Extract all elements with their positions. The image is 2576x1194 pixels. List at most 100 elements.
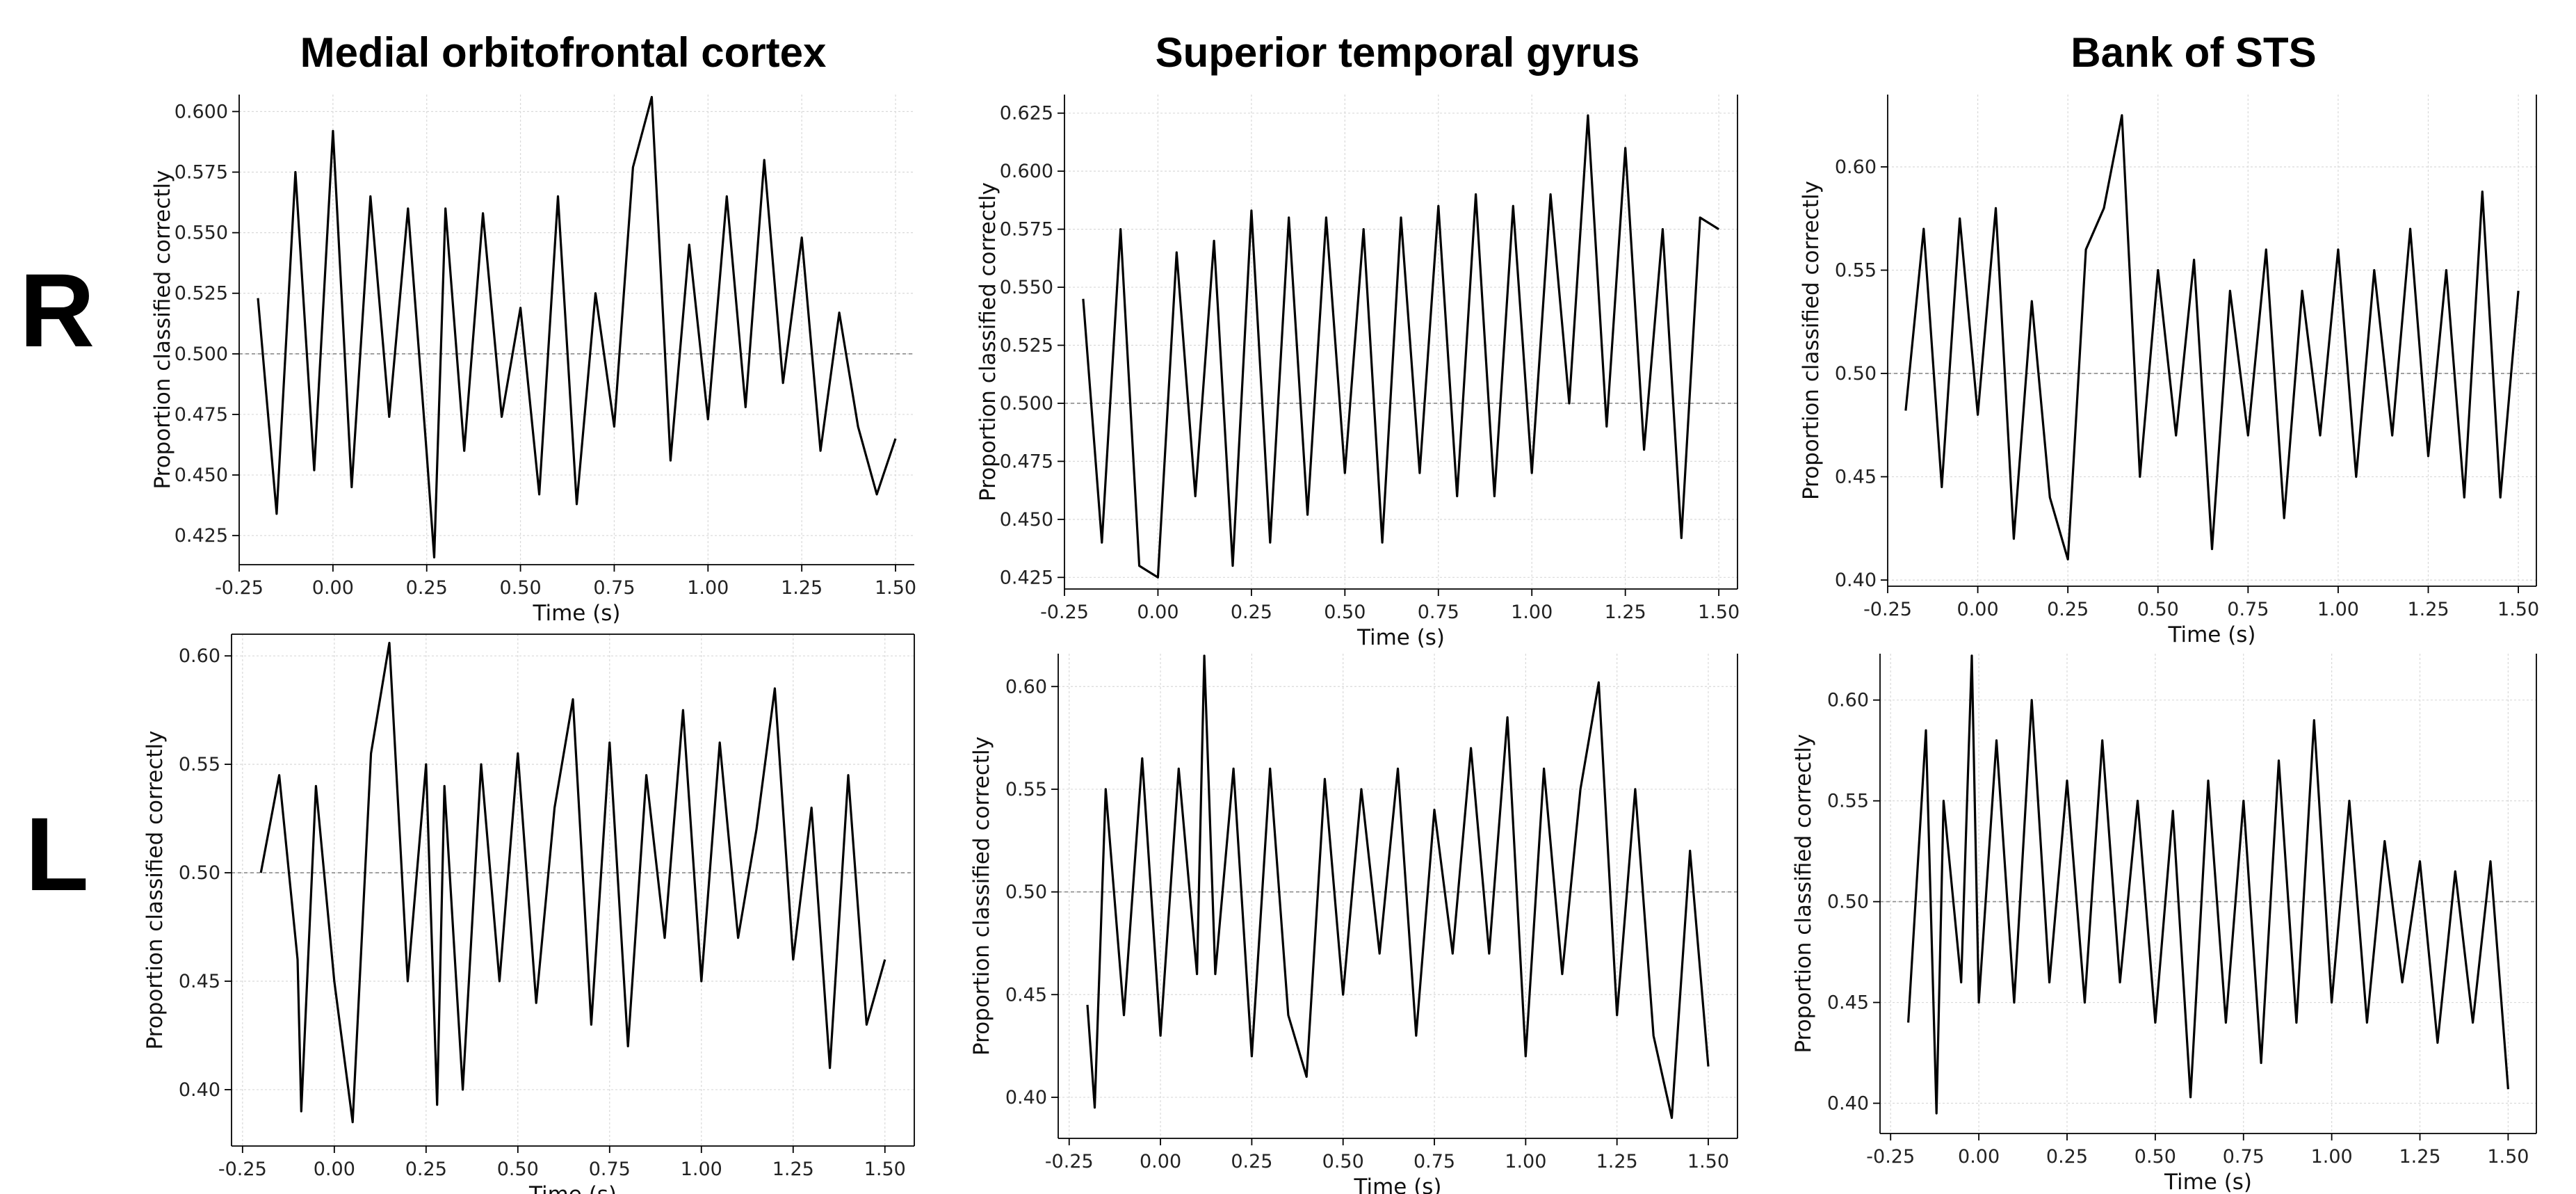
y-tick-label: 0.50 bbox=[1835, 363, 1877, 385]
x-tick-label: 0.00 bbox=[1137, 602, 1178, 623]
x-tick-label: 1.25 bbox=[2407, 599, 2449, 620]
y-axis-label: Proportion classified correctly bbox=[969, 736, 994, 1056]
accuracy-line bbox=[1904, 114, 2520, 561]
x-tick-label: 1.50 bbox=[864, 1159, 906, 1180]
accuracy-line bbox=[1907, 654, 2509, 1115]
x-tick-label: 0.75 bbox=[593, 577, 635, 599]
x-tick-label: 0.50 bbox=[500, 577, 542, 599]
y-tick-label: 0.50 bbox=[1005, 882, 1047, 903]
column-title-2: Superior temporal gyrus bbox=[1156, 29, 1640, 76]
y-tick-label: 0.450 bbox=[1000, 509, 1053, 531]
y-tick-label: 0.525 bbox=[1000, 335, 1053, 357]
x-tick-label: 1.50 bbox=[2487, 1146, 2529, 1168]
accuracy-line bbox=[1086, 654, 1710, 1120]
x-tick-label: 0.00 bbox=[1140, 1151, 1181, 1172]
x-tick-label: 0.75 bbox=[1413, 1151, 1455, 1172]
x-tick-label: -0.25 bbox=[1040, 602, 1089, 623]
x-axis-label: Time (s) bbox=[2167, 622, 2255, 647]
y-tick-label: 0.625 bbox=[1000, 103, 1053, 124]
x-tick-label: 0.50 bbox=[1322, 1151, 1364, 1172]
x-tick-label: 0.75 bbox=[1418, 602, 1459, 623]
x-axis-label: Time (s) bbox=[532, 601, 620, 626]
y-tick-label: 0.550 bbox=[175, 223, 228, 244]
y-tick-label: 0.575 bbox=[1000, 219, 1053, 241]
y-tick-label: 0.45 bbox=[1005, 984, 1047, 1006]
chart-panel-2: -0.25 0.00 0.25 0.50 0.75 1.00 1.25 1.50 0.425 0.… bbox=[975, 95, 1740, 650]
x-axis-label: Time (s) bbox=[1353, 1175, 1441, 1194]
x-tick-label: 1.50 bbox=[1698, 602, 1740, 623]
x-tick-label: 1.00 bbox=[1511, 602, 1553, 623]
y-tick-label: 0.40 bbox=[179, 1079, 220, 1101]
x-tick-label: 1.25 bbox=[772, 1159, 814, 1180]
x-tick-label: 0.50 bbox=[2134, 1146, 2176, 1168]
x-tick-label: -0.25 bbox=[1863, 599, 1912, 620]
y-axis-label: Proportion classified correctly bbox=[1791, 734, 1816, 1053]
accuracy-line bbox=[257, 95, 897, 559]
x-tick-label: 1.50 bbox=[1687, 1151, 1729, 1172]
x-tick-label: 0.25 bbox=[405, 1159, 447, 1180]
x-tick-label: 1.00 bbox=[2311, 1146, 2353, 1168]
y-tick-label: 0.60 bbox=[1835, 156, 1877, 178]
y-tick-label: 0.60 bbox=[1005, 676, 1047, 697]
x-tick-label: 1.00 bbox=[681, 1159, 722, 1180]
column-title-3: Bank of STS bbox=[2071, 29, 2316, 76]
y-tick-label: 0.55 bbox=[1005, 779, 1047, 800]
y-tick-label: 0.40 bbox=[1005, 1087, 1047, 1108]
y-tick-label: 0.45 bbox=[1827, 992, 1869, 1014]
x-tick-label: 1.50 bbox=[875, 577, 916, 599]
y-tick-label: 0.550 bbox=[1000, 277, 1053, 298]
x-tick-label: 0.00 bbox=[1958, 1146, 2000, 1168]
y-tick-label: 0.55 bbox=[179, 754, 220, 775]
x-tick-label: 0.25 bbox=[406, 577, 448, 599]
y-tick-label: 0.40 bbox=[1827, 1093, 1869, 1115]
y-tick-label: 0.600 bbox=[175, 101, 228, 122]
y-tick-label: 0.425 bbox=[175, 525, 228, 547]
x-tick-label: 0.75 bbox=[2227, 599, 2269, 620]
x-tick-label: -0.25 bbox=[218, 1159, 267, 1180]
x-tick-label: 0.00 bbox=[1957, 599, 1999, 620]
x-tick-label: 1.00 bbox=[1505, 1151, 1546, 1172]
chart-panel-3: -0.25 0.00 0.25 0.50 0.75 1.00 1.25 1.50 0.40 0.4… bbox=[1799, 95, 2539, 647]
y-tick-label: 0.60 bbox=[179, 645, 220, 667]
x-tick-label: 1.50 bbox=[2497, 599, 2539, 620]
x-tick-label: 0.25 bbox=[2046, 1146, 2088, 1168]
x-tick-label: 0.25 bbox=[2047, 599, 2089, 620]
row-label-right: R bbox=[19, 252, 95, 369]
x-tick-label: 0.50 bbox=[2137, 599, 2179, 620]
y-tick-label: 0.475 bbox=[1000, 451, 1053, 472]
x-tick-label: 0.75 bbox=[2223, 1146, 2265, 1168]
x-tick-label: 1.25 bbox=[781, 577, 823, 599]
x-tick-label: 0.00 bbox=[312, 577, 354, 599]
x-tick-label: -0.25 bbox=[1045, 1151, 1094, 1172]
y-tick-label: 0.500 bbox=[1000, 393, 1053, 414]
y-tick-label: 0.450 bbox=[175, 465, 228, 486]
y-tick-label: 0.525 bbox=[175, 283, 228, 305]
x-tick-label: 1.00 bbox=[687, 577, 729, 599]
y-tick-label: 0.45 bbox=[1835, 467, 1877, 488]
accuracy-line bbox=[259, 641, 886, 1124]
x-tick-label: -0.25 bbox=[1866, 1146, 1915, 1168]
x-tick-label: 0.50 bbox=[497, 1159, 539, 1180]
row-label-left: L bbox=[25, 796, 89, 912]
y-tick-label: 0.55 bbox=[1835, 260, 1877, 282]
chart-panel-1: -0.25 0.00 0.25 0.50 0.75 1.00 1.25 1.50 0.425 0.… bbox=[150, 95, 916, 626]
y-axis-label: Proportion classified correctly bbox=[143, 730, 168, 1049]
x-tick-label: 1.25 bbox=[1605, 602, 1646, 623]
x-axis-label: Time (s) bbox=[528, 1182, 617, 1194]
x-tick-label: 0.25 bbox=[1231, 602, 1272, 623]
x-tick-label: 1.00 bbox=[2317, 599, 2359, 620]
y-tick-label: 0.50 bbox=[179, 862, 220, 884]
x-tick-label: 1.25 bbox=[1596, 1151, 1638, 1172]
y-axis-label: Proportion classified correctly bbox=[975, 182, 1001, 501]
x-axis-label: Time (s) bbox=[1356, 625, 1445, 650]
x-tick-label: -0.25 bbox=[215, 577, 264, 599]
x-tick-label: 0.00 bbox=[314, 1159, 355, 1180]
y-tick-label: 0.425 bbox=[1000, 567, 1053, 588]
x-tick-label: 0.25 bbox=[1231, 1151, 1272, 1172]
x-tick-label: 0.50 bbox=[1324, 602, 1366, 623]
chart-panel-5: -0.25 0.00 0.25 0.50 0.75 1.00 1.25 1.50 0.40 0.4… bbox=[969, 654, 1738, 1194]
y-tick-label: 0.50 bbox=[1827, 892, 1869, 913]
column-title-1: Medial orbitofrontal cortex bbox=[300, 29, 827, 76]
accuracy-line bbox=[1082, 114, 1719, 579]
x-tick-label: 0.75 bbox=[589, 1159, 631, 1180]
